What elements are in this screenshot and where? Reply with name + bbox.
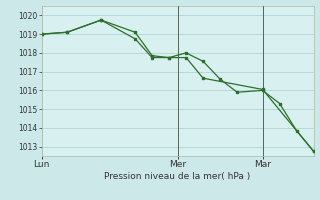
X-axis label: Pression niveau de la mer( hPa ): Pression niveau de la mer( hPa ): [104, 172, 251, 181]
